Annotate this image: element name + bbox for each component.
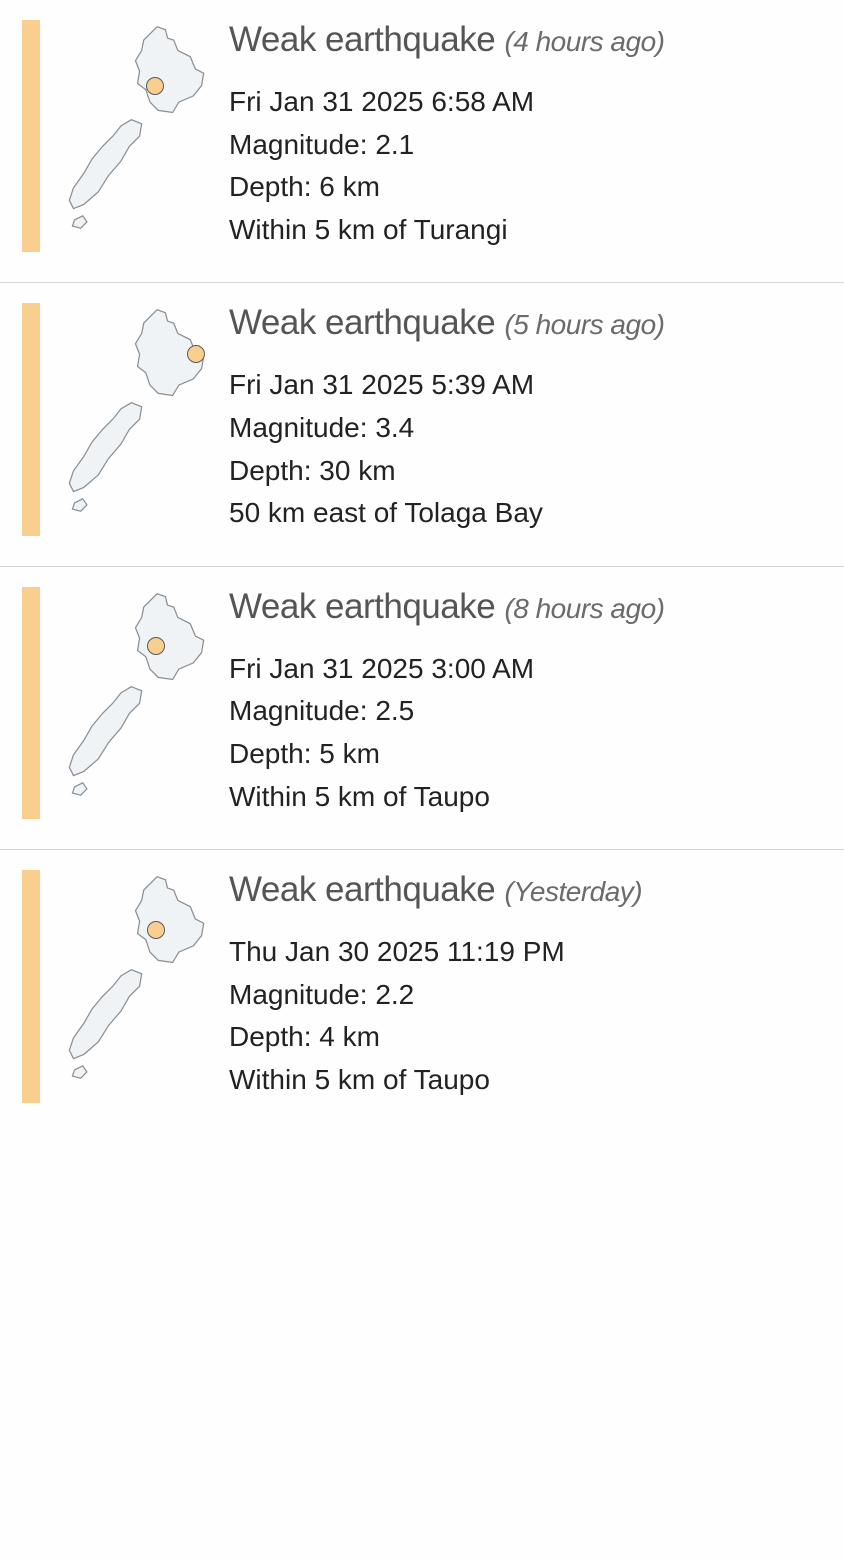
earthquake-item[interactable]: Weak earthquake (4 hours ago) Fri Jan 31… [0,0,844,283]
datetime: Fri Jan 31 2025 5:39 AM [229,365,834,406]
depth: Depth: 6 km [229,167,834,208]
map-thumbnail [54,870,219,1090]
earthquake-details: Weak earthquake (8 hours ago) Fri Jan 31… [219,587,834,819]
intensity-label: Weak earthquake [229,587,495,626]
meta-block: Thu Jan 30 2025 11:19 PM Magnitude: 2.2 … [229,932,834,1100]
meta-block: Fri Jan 31 2025 3:00 AM Magnitude: 2.5 D… [229,649,834,817]
earthquake-details: Weak earthquake (Yesterday) Thu Jan 30 2… [219,870,834,1102]
depth: Depth: 4 km [229,1017,834,1058]
intensity-label: Weak earthquake [229,20,495,59]
location: Within 5 km of Taupo [229,777,834,818]
intensity-stripe [22,870,40,1102]
depth: Depth: 30 km [229,451,834,492]
earthquake-details: Weak earthquake (4 hours ago) Fri Jan 31… [219,20,834,252]
relative-time: (Yesterday) [504,876,642,907]
nz-map-icon [59,870,214,1090]
magnitude: Magnitude: 3.4 [229,408,834,449]
intensity-stripe [22,303,40,535]
epicenter-marker [187,345,205,363]
earthquake-list: Weak earthquake (4 hours ago) Fri Jan 31… [0,0,844,1133]
location: Within 5 km of Turangi [229,210,834,251]
relative-time: (4 hours ago) [504,26,664,57]
location: Within 5 km of Taupo [229,1060,834,1101]
nz-map-icon [59,303,214,523]
datetime: Fri Jan 31 2025 3:00 AM [229,649,834,690]
nz-map-icon [59,20,214,240]
datetime: Fri Jan 31 2025 6:58 AM [229,82,834,123]
meta-block: Fri Jan 31 2025 6:58 AM Magnitude: 2.1 D… [229,82,834,250]
earthquake-title-line: Weak earthquake (Yesterday) [229,870,834,910]
relative-time: (5 hours ago) [504,309,664,340]
intensity-label: Weak earthquake [229,303,495,342]
magnitude: Magnitude: 2.2 [229,975,834,1016]
intensity-label: Weak earthquake [229,870,495,909]
earthquake-details: Weak earthquake (5 hours ago) Fri Jan 31… [219,303,834,535]
location: 50 km east of Tolaga Bay [229,493,834,534]
earthquake-item[interactable]: Weak earthquake (5 hours ago) Fri Jan 31… [0,283,844,566]
map-thumbnail [54,20,219,240]
earthquake-title-line: Weak earthquake (8 hours ago) [229,587,834,627]
earthquake-item[interactable]: Weak earthquake (8 hours ago) Fri Jan 31… [0,567,844,850]
epicenter-marker [147,921,165,939]
depth: Depth: 5 km [229,734,834,775]
epicenter-marker [146,77,164,95]
earthquake-item[interactable]: Weak earthquake (Yesterday) Thu Jan 30 2… [0,850,844,1132]
earthquake-title-line: Weak earthquake (4 hours ago) [229,20,834,60]
relative-time: (8 hours ago) [504,593,664,624]
map-thumbnail [54,587,219,807]
earthquake-title-line: Weak earthquake (5 hours ago) [229,303,834,343]
meta-block: Fri Jan 31 2025 5:39 AM Magnitude: 3.4 D… [229,365,834,533]
magnitude: Magnitude: 2.1 [229,125,834,166]
datetime: Thu Jan 30 2025 11:19 PM [229,932,834,973]
intensity-stripe [22,587,40,819]
magnitude: Magnitude: 2.5 [229,691,834,732]
intensity-stripe [22,20,40,252]
epicenter-marker [147,637,165,655]
nz-map-icon [59,587,214,807]
map-thumbnail [54,303,219,523]
